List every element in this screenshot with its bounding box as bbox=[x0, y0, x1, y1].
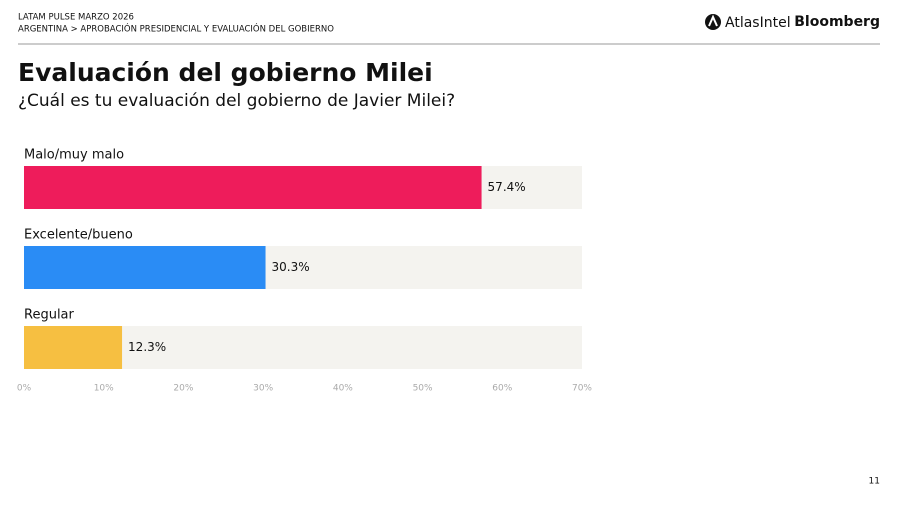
category-label: Excelente/bueno bbox=[24, 228, 133, 243]
value-label: 30.3% bbox=[272, 260, 310, 274]
x-tick-label: 40% bbox=[333, 384, 353, 394]
x-tick-label: 0% bbox=[17, 384, 32, 394]
x-tick-label: 30% bbox=[253, 384, 273, 394]
value-label: 12.3% bbox=[128, 340, 166, 354]
x-tick-label: 20% bbox=[173, 384, 193, 394]
x-tick-label: 60% bbox=[492, 384, 512, 394]
category-label: Malo/muy malo bbox=[24, 148, 124, 163]
x-tick-label: 50% bbox=[413, 384, 433, 394]
x-tick-label: 10% bbox=[94, 384, 114, 394]
chart-title: Evaluación del gobierno Milei bbox=[18, 58, 433, 87]
bar bbox=[24, 326, 123, 369]
x-tick-label: 70% bbox=[572, 384, 592, 394]
logo-bloomberg: Bloomberg bbox=[794, 14, 880, 30]
value-label: 57.4% bbox=[488, 180, 526, 194]
page-number: 11 bbox=[869, 477, 880, 487]
header-line2: ARGENTINA > APROBACIÓN PRESIDENCIAL Y EV… bbox=[18, 23, 334, 35]
bar bbox=[24, 246, 266, 289]
category-label: Regular bbox=[24, 308, 75, 323]
chart-subtitle: ¿Cuál es tu evaluación del gobierno de J… bbox=[18, 91, 455, 111]
atlas-icon-mark bbox=[708, 14, 718, 27]
bar bbox=[24, 166, 482, 209]
logo-atlas: AtlasIntel bbox=[725, 15, 791, 31]
header-line1: LATAM PULSE MARZO 2026 bbox=[18, 13, 134, 23]
